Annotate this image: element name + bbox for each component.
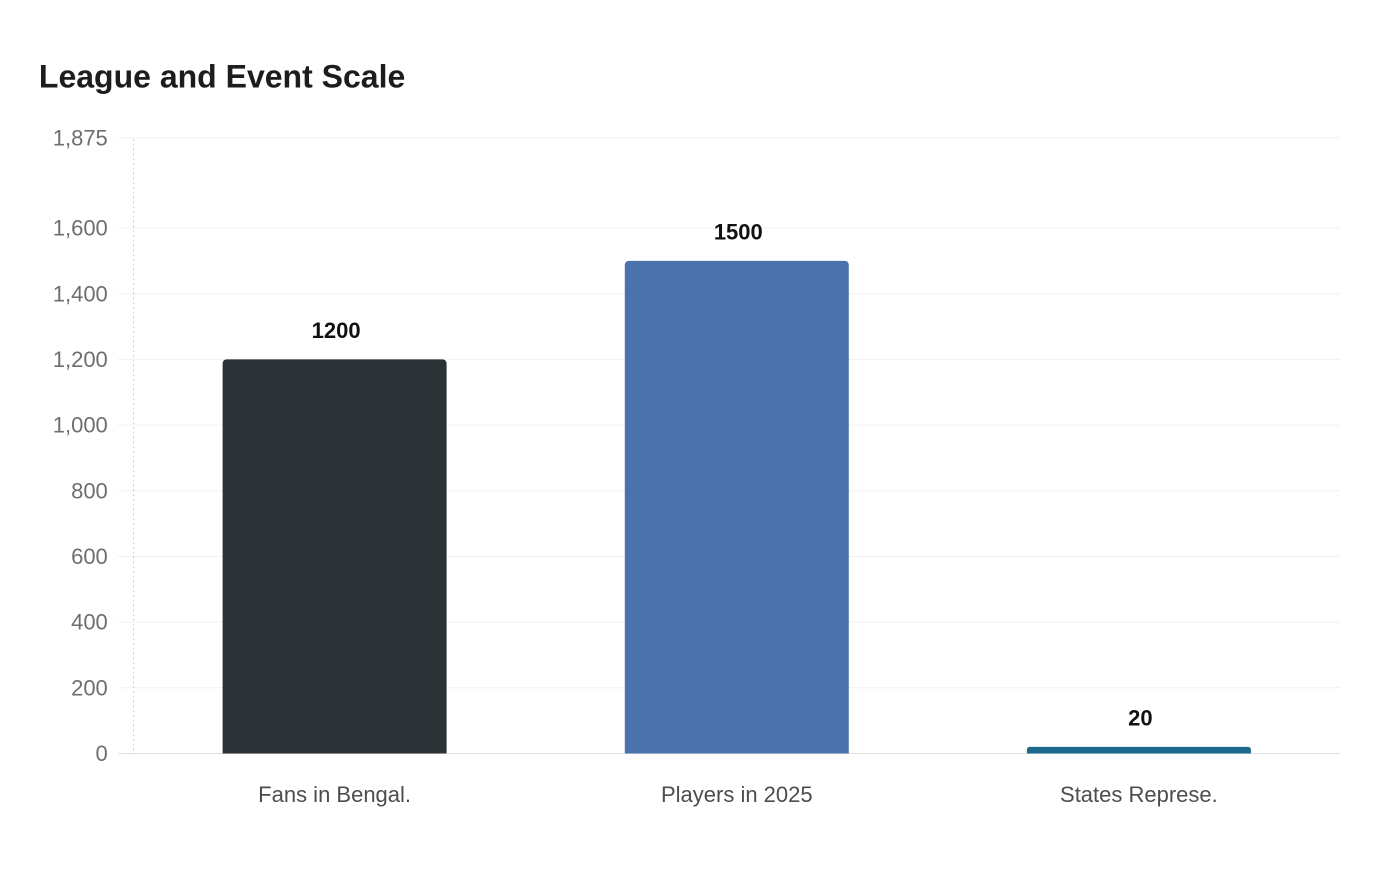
svg-text:1,000: 1,000 [53, 413, 108, 438]
svg-text:Fans in Bengal.: Fans in Bengal. [258, 782, 411, 807]
svg-text:200: 200 [71, 675, 108, 700]
svg-text:1500: 1500 [714, 220, 763, 245]
svg-text:1,600: 1,600 [53, 216, 108, 241]
svg-text:Players in 2025: Players in 2025 [661, 782, 813, 807]
svg-text:600: 600 [71, 544, 108, 569]
svg-text:20: 20 [1128, 705, 1152, 730]
svg-text:400: 400 [71, 610, 108, 635]
svg-text:League and Event Scale: League and Event Scale [39, 58, 405, 94]
svg-text:1,200: 1,200 [53, 347, 108, 372]
svg-text:1,400: 1,400 [53, 281, 108, 306]
svg-text:1,875: 1,875 [53, 125, 108, 150]
svg-text:1200: 1200 [312, 318, 361, 343]
svg-text:0: 0 [96, 741, 108, 766]
svg-text:800: 800 [71, 478, 108, 503]
svg-text:States Represe.: States Represe. [1060, 782, 1218, 807]
